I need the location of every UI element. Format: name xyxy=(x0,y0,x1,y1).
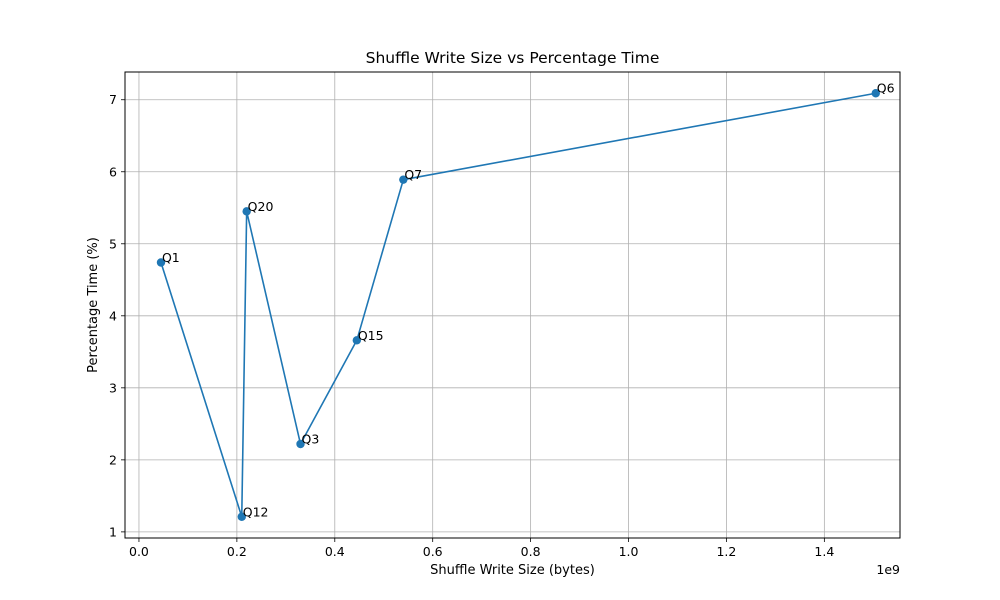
data-point xyxy=(296,439,305,449)
series-line-group xyxy=(160,92,876,518)
y-tick-label: 2 xyxy=(109,452,117,467)
data-point xyxy=(871,89,880,98)
y-tick-label: 5 xyxy=(109,236,117,251)
x-tick-label: 0.8 xyxy=(521,544,541,559)
x-tick-label: 0.2 xyxy=(227,544,247,559)
axis-ticks: 0.0 0.2 0.4 0.6 0.8 1.0 1.2 1.4 1 2 3 4 5 6 7 xyxy=(109,92,834,559)
x-axis-offset-label: 1e9 xyxy=(876,562,900,577)
data-point xyxy=(237,512,246,521)
point-label: Q7 xyxy=(404,167,422,182)
x-tick-label: 0.6 xyxy=(423,544,443,559)
y-tick-label: 6 xyxy=(109,164,117,179)
point-label: Q6 xyxy=(877,81,895,96)
x-tick-label: 1.0 xyxy=(619,544,639,559)
point-labels: Q1 Q12 Q20 Q3 Q15 Q7 Q6 xyxy=(162,81,895,520)
point-label: Q12 xyxy=(243,504,269,519)
x-tick-label: 1.4 xyxy=(814,544,834,559)
point-label: Q3 xyxy=(302,432,320,447)
data-point xyxy=(399,175,408,184)
y-tick-label: 4 xyxy=(109,308,117,323)
plot-frame xyxy=(124,71,901,539)
point-label: Q15 xyxy=(358,328,384,343)
series-line xyxy=(160,92,876,518)
y-axis-label: Percentage Time (%) xyxy=(86,237,101,373)
x-axis-label: Shuffle Write Size (bytes) xyxy=(430,563,595,578)
y-tick-label: 1 xyxy=(109,524,117,539)
data-points xyxy=(156,89,880,521)
x-tick-label: 0.0 xyxy=(129,544,149,559)
point-label: Q1 xyxy=(162,250,180,265)
chart-title: Shuffle Write Size vs Percentage Time xyxy=(366,49,660,67)
data-point xyxy=(242,207,251,216)
data-point xyxy=(352,336,362,345)
x-tick-label: 0.4 xyxy=(325,544,345,559)
x-tick-label: 1.2 xyxy=(716,544,736,559)
grid xyxy=(125,72,900,538)
point-label: Q20 xyxy=(248,199,274,214)
y-tick-label: 7 xyxy=(109,92,117,107)
data-point xyxy=(156,258,166,267)
y-tick-label: 3 xyxy=(109,380,117,395)
